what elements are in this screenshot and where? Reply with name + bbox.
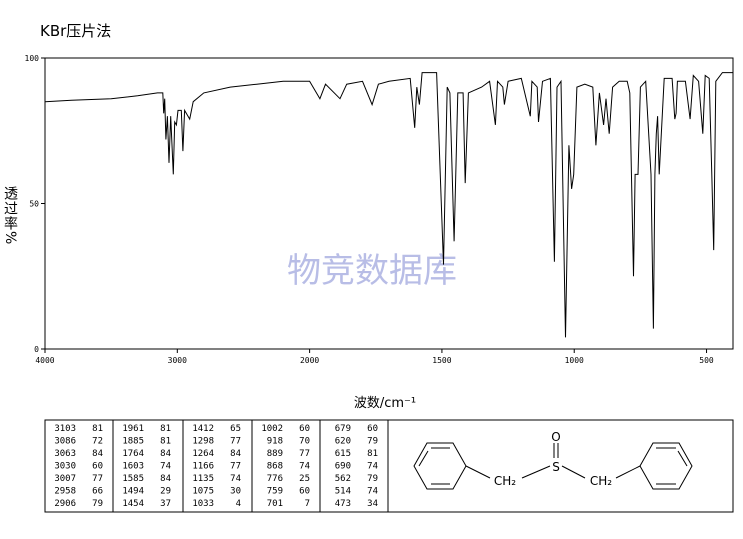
peak-wavenumber: 889 — [267, 449, 283, 459]
peak-transmittance: 77 — [92, 474, 103, 484]
peak-transmittance: 84 — [160, 474, 171, 484]
peak-transmittance: 77 — [230, 437, 241, 447]
y-tick-label: 0 — [34, 345, 39, 354]
peak-wavenumber: 868 — [267, 462, 283, 472]
peak-transmittance: 4 — [236, 499, 241, 509]
peak-wavenumber: 3086 — [54, 437, 76, 447]
peak-wavenumber: 1033 — [192, 499, 214, 509]
peak-transmittance: 74 — [230, 474, 241, 484]
peak-transmittance: 79 — [92, 499, 103, 509]
peak-wavenumber: 562 — [335, 474, 351, 484]
x-axis-label: 波数/cm⁻¹ — [354, 396, 416, 411]
y-tick-label: 100 — [25, 54, 40, 63]
peak-transmittance: 7 — [305, 499, 310, 509]
peak-wavenumber: 679 — [335, 424, 351, 434]
peak-transmittance: 79 — [367, 474, 378, 484]
peak-wavenumber: 759 — [267, 487, 283, 497]
x-tick-label: 1500 — [432, 356, 451, 365]
peak-wavenumber: 1135 — [192, 474, 214, 484]
structure-label: CH₂ — [494, 474, 516, 488]
peak-wavenumber: 1885 — [122, 437, 144, 447]
chart-title: KBr压片法 — [40, 22, 111, 40]
peak-wavenumber: 1166 — [192, 462, 214, 472]
peak-transmittance: 77 — [230, 462, 241, 472]
peak-transmittance: 79 — [367, 437, 378, 447]
peak-transmittance: 74 — [367, 462, 378, 472]
peak-transmittance: 77 — [299, 449, 310, 459]
structure-label: O — [551, 430, 560, 444]
peak-transmittance: 60 — [92, 462, 103, 472]
peak-wavenumber: 1961 — [122, 424, 144, 434]
peak-wavenumber: 615 — [335, 449, 351, 459]
peak-wavenumber: 2906 — [54, 499, 76, 509]
structure-label: CH₂ — [590, 474, 612, 488]
peak-wavenumber: 1603 — [122, 462, 144, 472]
y-axis-label: 透过率% — [2, 186, 18, 245]
peak-wavenumber: 3103 — [54, 424, 76, 434]
x-tick-label: 2000 — [300, 356, 319, 365]
peak-wavenumber: 1298 — [192, 437, 214, 447]
peak-transmittance: 84 — [160, 449, 171, 459]
peak-transmittance: 65 — [230, 424, 241, 434]
peak-wavenumber: 2958 — [54, 487, 76, 497]
watermark: 物竞数据库 — [287, 251, 457, 291]
peak-wavenumber: 1075 — [192, 487, 214, 497]
peak-wavenumber: 701 — [267, 499, 283, 509]
peak-transmittance: 84 — [92, 449, 103, 459]
peak-transmittance: 37 — [160, 499, 171, 509]
peak-transmittance: 81 — [160, 424, 171, 434]
peak-wavenumber: 620 — [335, 437, 351, 447]
x-tick-label: 3000 — [168, 356, 187, 365]
peak-transmittance: 60 — [299, 487, 310, 497]
peak-transmittance: 60 — [299, 424, 310, 434]
peak-transmittance: 66 — [92, 487, 103, 497]
peak-wavenumber: 1764 — [122, 449, 144, 459]
peak-wavenumber: 473 — [335, 499, 351, 509]
peak-wavenumber: 1264 — [192, 449, 214, 459]
peak-transmittance: 70 — [299, 437, 310, 447]
peak-transmittance: 25 — [299, 474, 310, 484]
peak-transmittance: 30 — [230, 487, 241, 497]
peak-transmittance: 74 — [299, 462, 310, 472]
y-tick-label: 50 — [29, 200, 39, 209]
peak-transmittance: 81 — [160, 437, 171, 447]
peak-transmittance: 81 — [92, 424, 103, 434]
peak-wavenumber: 1412 — [192, 424, 214, 434]
peak-transmittance: 34 — [367, 499, 378, 509]
x-tick-label: 500 — [699, 356, 714, 365]
peak-transmittance: 60 — [367, 424, 378, 434]
peak-wavenumber: 1454 — [122, 499, 144, 509]
peak-transmittance: 29 — [160, 487, 171, 497]
peak-wavenumber: 776 — [267, 474, 283, 484]
peak-wavenumber: 1494 — [122, 487, 144, 497]
peak-wavenumber: 918 — [267, 437, 283, 447]
x-tick-label: 4000 — [35, 356, 54, 365]
peak-transmittance: 74 — [160, 462, 171, 472]
peak-wavenumber: 1585 — [122, 474, 144, 484]
peak-wavenumber: 1002 — [261, 424, 283, 434]
peak-transmittance: 74 — [367, 487, 378, 497]
peak-wavenumber: 3030 — [54, 462, 76, 472]
x-tick-label: 1000 — [565, 356, 584, 365]
structure — [413, 442, 693, 490]
table-frame — [44, 419, 734, 513]
peak-transmittance: 84 — [230, 449, 241, 459]
peak-wavenumber: 690 — [335, 462, 351, 472]
peak-wavenumber: 3063 — [54, 449, 76, 459]
peak-wavenumber: 514 — [335, 487, 351, 497]
spectrum-line — [44, 72, 733, 338]
peak-transmittance: 72 — [92, 437, 103, 447]
peak-wavenumber: 3007 — [54, 474, 76, 484]
peak-transmittance: 81 — [367, 449, 378, 459]
structure-label: S — [552, 460, 560, 474]
